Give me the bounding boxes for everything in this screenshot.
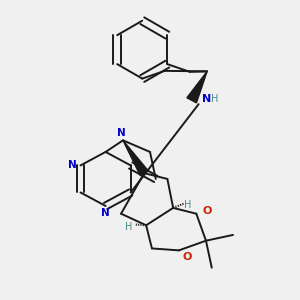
Text: N: N	[117, 128, 125, 138]
Text: H: H	[125, 222, 133, 232]
Text: H: H	[184, 200, 191, 210]
Text: H: H	[211, 94, 218, 104]
Text: N: N	[101, 208, 110, 218]
Text: N: N	[68, 160, 76, 170]
Text: O: O	[182, 252, 191, 262]
Polygon shape	[187, 71, 207, 103]
Text: N: N	[202, 94, 212, 104]
Polygon shape	[123, 140, 148, 176]
Text: O: O	[202, 206, 212, 216]
